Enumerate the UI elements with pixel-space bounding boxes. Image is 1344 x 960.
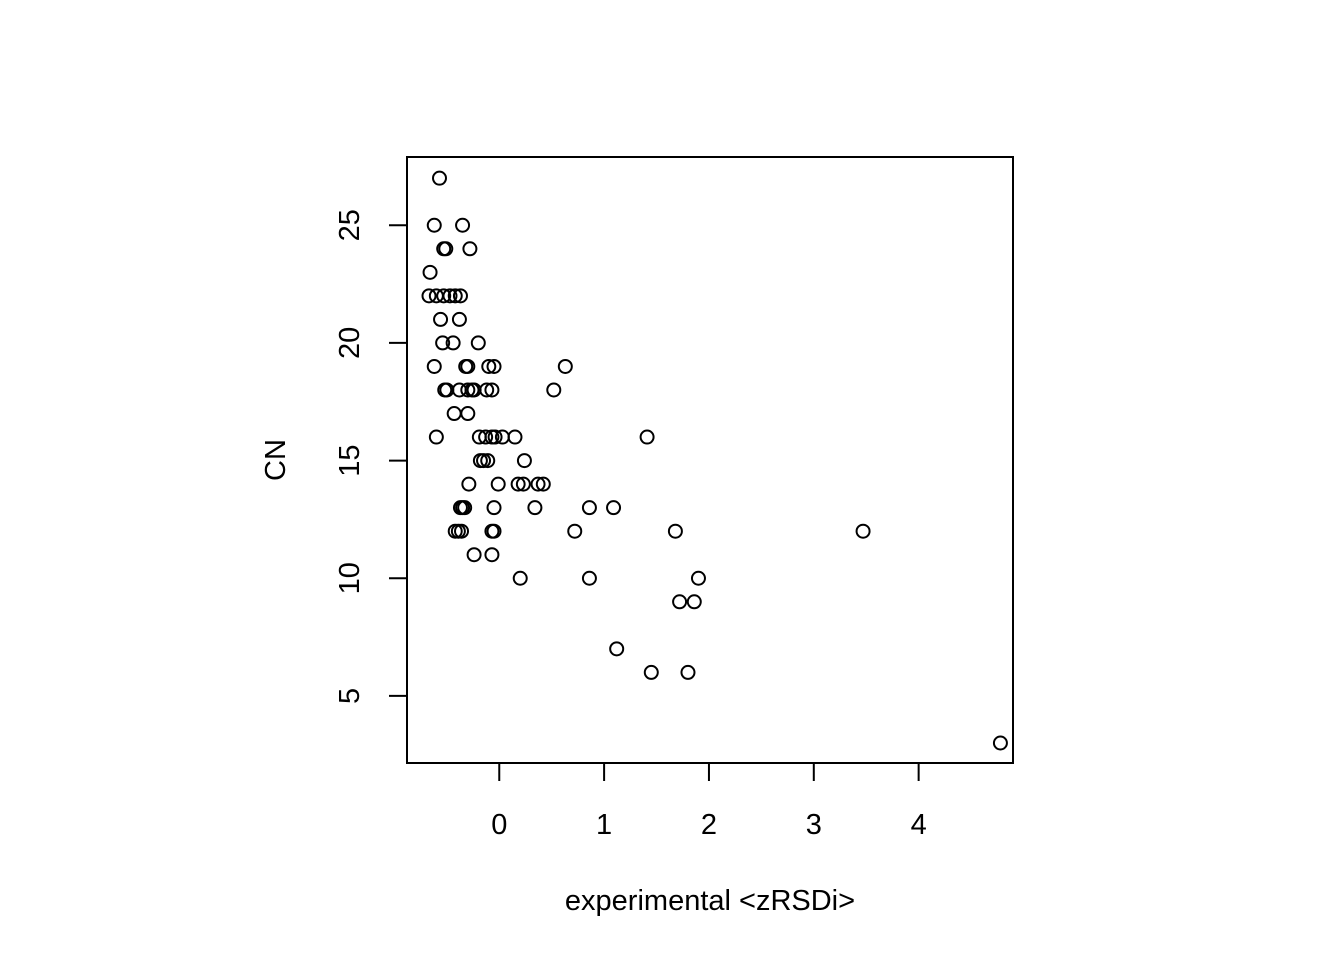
data-point [486, 523, 502, 539]
data-point [484, 547, 500, 563]
y-tick-label: 20 [334, 327, 366, 359]
data-point [428, 429, 444, 445]
y-tick-label: 10 [334, 562, 366, 594]
x-tick-label: 1 [596, 809, 612, 841]
data-point [527, 500, 543, 516]
data-point [480, 453, 496, 469]
x-tick-label: 0 [491, 809, 507, 841]
data-point [426, 217, 442, 233]
data-point [486, 358, 502, 374]
x-tick-label: 3 [806, 809, 822, 841]
data-point [535, 476, 551, 492]
data-point [490, 476, 506, 492]
y-tick-label: 15 [334, 444, 366, 476]
data-point [432, 170, 448, 186]
data-point [462, 241, 478, 257]
data-point [484, 382, 500, 398]
data-point [686, 594, 702, 610]
data-point [486, 500, 502, 516]
data-point [426, 358, 442, 374]
data-point [447, 288, 463, 304]
y-tick-label: 5 [334, 688, 366, 704]
data-point [507, 429, 523, 445]
data-point [567, 523, 583, 539]
x-tick-label: 2 [701, 809, 717, 841]
data-point [487, 429, 503, 445]
y-axis: 5 10 15 20 25 [334, 209, 408, 704]
data-point [455, 217, 471, 233]
data-point [481, 358, 497, 374]
data-point [515, 476, 531, 492]
data-point [435, 335, 451, 351]
data-point [442, 288, 458, 304]
data-point [546, 382, 562, 398]
data-points [421, 170, 1008, 751]
data-point [476, 453, 492, 469]
data-point [470, 335, 486, 351]
data-point [436, 288, 452, 304]
data-point [510, 476, 526, 492]
data-point [446, 406, 462, 422]
data-point [445, 335, 461, 351]
y-tick-label: 25 [334, 209, 366, 241]
x-tick-label: 4 [911, 809, 927, 841]
data-point [438, 241, 454, 257]
data-point [478, 429, 494, 445]
data-point [460, 382, 476, 398]
data-point [639, 429, 655, 445]
data-point [557, 358, 573, 374]
data-point [855, 523, 871, 539]
data-point [421, 288, 437, 304]
data-point [690, 570, 706, 586]
data-point [606, 500, 622, 516]
data-point [433, 311, 449, 327]
data-point [452, 288, 468, 304]
data-point [581, 570, 597, 586]
data-point [457, 500, 473, 516]
plot-frame [406, 156, 1014, 764]
data-point [516, 453, 532, 469]
data-point [672, 594, 688, 610]
data-point [451, 311, 467, 327]
data-point [422, 264, 438, 280]
data-point [512, 570, 528, 586]
data-point [667, 523, 683, 539]
data-point [454, 523, 470, 539]
data-point [609, 641, 625, 657]
data-point [581, 500, 597, 516]
data-point [460, 358, 476, 374]
data-point [680, 664, 696, 680]
data-point [466, 547, 482, 563]
data-point [479, 382, 495, 398]
data-point [992, 735, 1008, 751]
x-axis-label: experimental <zRSDi> [565, 885, 855, 917]
data-point [643, 664, 659, 680]
data-point [530, 476, 546, 492]
y-axis-label: CN [260, 439, 292, 481]
x-axis: 0 1 2 3 4 [491, 762, 927, 841]
data-point [461, 476, 477, 492]
data-point [460, 406, 476, 422]
